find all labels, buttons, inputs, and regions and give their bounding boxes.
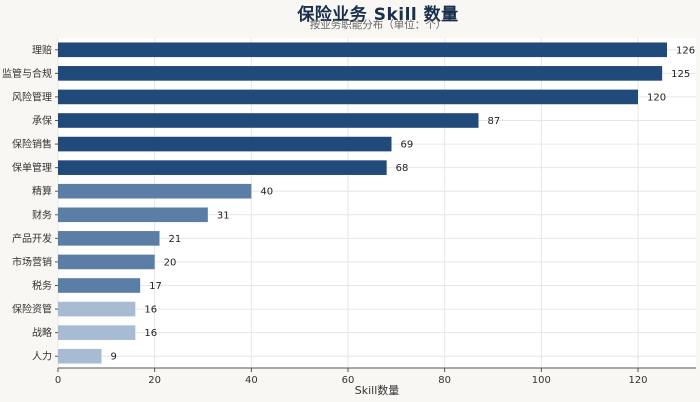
bar-1 <box>58 66 663 81</box>
bar-2 <box>58 89 638 105</box>
bar-value-label: 16 <box>144 328 157 339</box>
y-tick-label: 战略 <box>32 326 52 339</box>
chart-title: 保险业务 Skill 数量 <box>297 5 459 25</box>
y-tick-label: 产品开发 <box>12 232 52 245</box>
bar-value-label: 31 <box>217 210 230 221</box>
x-tick-label: 60 <box>342 375 355 386</box>
y-tick-label: 理赔 <box>32 43 52 56</box>
bar-12 <box>58 325 136 340</box>
plot-area <box>58 38 696 368</box>
x-tick-label: 0 <box>55 375 61 386</box>
bar-value-label: 69 <box>401 140 414 151</box>
y-tick-label: 财务 <box>32 208 52 221</box>
y-tick-label: 税务 <box>32 279 52 292</box>
x-axis-title: Skill数量 <box>355 384 400 397</box>
bar-value-label: 17 <box>149 281 162 292</box>
bar-6 <box>58 183 252 199</box>
bar-9 <box>58 254 155 270</box>
x-axis-ticks: 0 20 40 60 80 100 120 <box>55 367 696 386</box>
x-tick-label: 80 <box>438 375 451 386</box>
bar-13 <box>58 348 102 364</box>
bar-value-label: 120 <box>647 92 666 103</box>
y-tick-label: 精算 <box>32 185 52 198</box>
bar-value-label: 126 <box>676 45 695 56</box>
y-tick-label: 监管与合规 <box>2 67 52 80</box>
y-tick-label: 市场营销 <box>12 255 52 268</box>
bar-11 <box>58 301 136 317</box>
bar-value-label: 21 <box>169 234 182 245</box>
x-tick-label: 40 <box>245 375 258 386</box>
bar-0 <box>58 42 667 58</box>
bar-value-label: 16 <box>144 305 157 316</box>
y-axis-ticks: 理赔监管与合规风险管理承保保险销售保单管理精算财务产品开发市场营销税务保险资管战… <box>2 43 58 363</box>
value-labels: 126 125 120 87 69 68 40 31 21 20 17 16 16 9 <box>111 45 696 362</box>
y-tick-label: 保险资管 <box>12 303 52 316</box>
bar-value-label: 40 <box>260 187 273 198</box>
bar-3 <box>58 113 479 128</box>
bar-value-label: 9 <box>111 352 117 363</box>
bar-7 <box>58 207 208 223</box>
y-tick-label: 保单管理 <box>12 161 52 174</box>
bar-value-label: 125 <box>671 69 690 80</box>
y-tick-label: 风险管理 <box>12 90 52 103</box>
bar-10 <box>58 278 141 293</box>
bar-value-label: 68 <box>396 163 409 174</box>
bar-value-label: 20 <box>164 257 177 268</box>
chart-subtitle: 按业务职能分布（单位：个） <box>309 19 447 31</box>
y-tick-label: 承保 <box>32 114 52 127</box>
bars <box>58 42 667 364</box>
bar-5 <box>58 160 387 175</box>
bar-value-label: 87 <box>488 116 501 127</box>
bar-4 <box>58 136 392 152</box>
x-tick-label: 20 <box>148 375 161 386</box>
y-tick-label: 人力 <box>32 350 52 363</box>
y-tick-label: 保险销售 <box>12 138 52 151</box>
x-tick-label: 120 <box>628 375 647 386</box>
x-tick-label: 100 <box>532 375 551 386</box>
bar-8 <box>58 231 160 246</box>
